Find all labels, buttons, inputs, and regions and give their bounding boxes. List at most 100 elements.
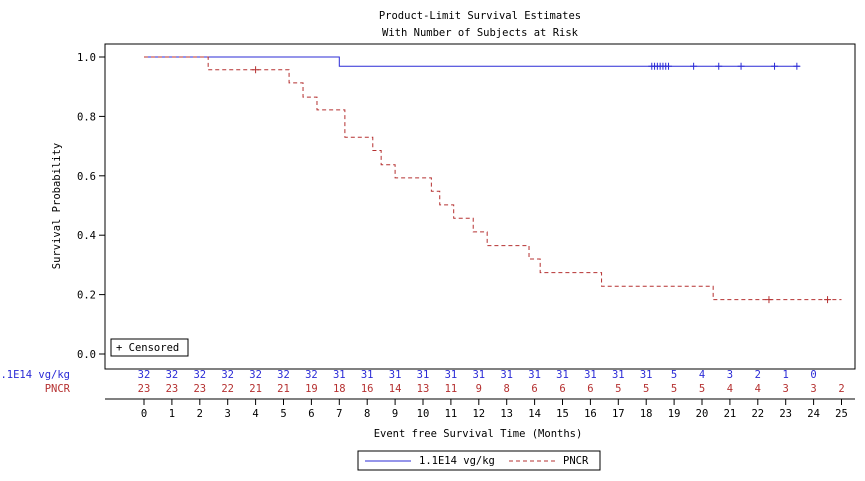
at-risk-count: 8 [504, 383, 510, 395]
series-1-censor-mark [771, 62, 779, 70]
x-tick-label: 5 [280, 408, 286, 420]
x-tick-label: 22 [751, 408, 764, 420]
series-2-censor-mark [252, 66, 260, 74]
at-risk-count: 5 [671, 369, 677, 381]
at-risk-table: 1.1E14 vg/kg 32 32 32 32 32 32 32 31 31 31 31 31 31 31… [0, 369, 845, 395]
x-tick-label: 20 [696, 408, 709, 420]
at-risk-count: 32 [166, 369, 179, 381]
y-axis: 0.0 0.2 0.4 0.6 0.8 1.0 [77, 52, 105, 361]
at-risk-count: 5 [643, 383, 649, 395]
at-risk-count: 4 [727, 383, 733, 395]
at-risk-count: 23 [166, 383, 179, 395]
series-2-censor-mark [765, 296, 773, 304]
at-risk-count: 5 [615, 383, 621, 395]
at-risk-count: 0 [810, 369, 816, 381]
at-risk-count: 5 [671, 383, 677, 395]
at-risk-count: 14 [389, 383, 402, 395]
at-risk-count: 31 [333, 369, 346, 381]
at-risk-count: 5 [699, 383, 705, 395]
at-risk-count: 6 [531, 383, 537, 395]
at-risk-count: 19 [305, 383, 318, 395]
x-tick-label: 3 [225, 408, 231, 420]
y-tick-label: 1.0 [77, 52, 96, 64]
x-tick-label: 4 [252, 408, 258, 420]
at-risk-count: 31 [640, 369, 653, 381]
legend-label-series-1: 1.1E14 vg/kg [419, 455, 495, 467]
series-1-curve [144, 56, 800, 67]
series-layer [144, 56, 842, 304]
at-risk-count: 31 [528, 369, 541, 381]
series-2-curve [144, 56, 842, 301]
series-1-censor-mark [690, 62, 698, 70]
at-risk-count: 18 [333, 383, 346, 395]
at-risk-count: 3 [783, 383, 789, 395]
at-risk-count: 21 [249, 383, 262, 395]
plot-frame [104, 43, 856, 370]
x-tick-label: 7 [336, 408, 342, 420]
x-tick-label: 17 [612, 408, 625, 420]
at-risk-count: 1 [783, 369, 789, 381]
censored-legend-box: + Censored [110, 338, 189, 357]
x-tick-label: 13 [500, 408, 513, 420]
at-risk-row-label: 1.1E14 vg/kg [0, 369, 70, 381]
x-tick-label: 9 [392, 408, 398, 420]
at-risk-count: 31 [389, 369, 402, 381]
at-risk-count: 22 [221, 383, 234, 395]
y-tick-label: 0.8 [77, 111, 96, 123]
at-risk-count: 3 [810, 383, 816, 395]
at-risk-count: 3 [727, 369, 733, 381]
at-risk-count: 2 [838, 383, 844, 395]
y-tick-label: 0.0 [77, 349, 96, 361]
x-tick-label: 8 [364, 408, 370, 420]
x-tick-label: 24 [807, 408, 820, 420]
legend-label-series-2: PNCR [563, 455, 589, 467]
at-risk-count: 6 [587, 383, 593, 395]
at-risk-count: 32 [138, 369, 151, 381]
y-tick-label: 0.6 [77, 171, 96, 183]
censored-legend-label: + Censored [116, 342, 179, 354]
at-risk-count: 31 [612, 369, 625, 381]
at-risk-count: 32 [221, 369, 234, 381]
at-risk-count: 4 [755, 383, 761, 395]
series-1-censor-mark [715, 62, 723, 70]
at-risk-count: 21 [277, 383, 290, 395]
at-risk-count: 31 [417, 369, 430, 381]
x-tick-label: 0 [141, 408, 147, 420]
at-risk-count: 31 [556, 369, 569, 381]
at-risk-count: 4 [699, 369, 705, 381]
series-1-censor-mark [665, 62, 673, 70]
series-1-censor-mark [793, 62, 801, 70]
x-tick-label: 2 [197, 408, 203, 420]
at-risk-count: 11 [445, 383, 458, 395]
x-tick-label: 21 [724, 408, 737, 420]
y-tick-label: 0.4 [77, 230, 96, 242]
x-tick-label: 11 [445, 408, 458, 420]
y-tick-label: 0.2 [77, 290, 96, 302]
x-tick-label: 15 [556, 408, 569, 420]
x-tick-label: 19 [668, 408, 681, 420]
x-tick-label: 1 [169, 408, 175, 420]
at-risk-count: 31 [445, 369, 458, 381]
x-tick-label: 23 [779, 408, 792, 420]
at-risk-count: 23 [193, 383, 206, 395]
x-tick-label: 10 [417, 408, 430, 420]
x-axis: 0 1 2 3 4 5 6 7 8 9 10 11 12 13 14 15 16 17 18 19 20 21 22 23 24… [105, 398, 855, 420]
x-axis-label: Event free Survival Time (Months) [374, 428, 583, 440]
at-risk-count: 31 [584, 369, 597, 381]
x-tick-label: 16 [584, 408, 597, 420]
chart-title: Product-Limit Survival Estimates [379, 10, 581, 22]
series-1-censor-mark [737, 62, 745, 70]
at-risk-count: 31 [500, 369, 513, 381]
at-risk-count: 2 [755, 369, 761, 381]
series-2-censor-mark [824, 296, 832, 304]
legend-box [357, 450, 601, 471]
chart-subtitle: With Number of Subjects at Risk [382, 27, 579, 39]
at-risk-count: 9 [476, 383, 482, 395]
x-tick-label: 18 [640, 408, 653, 420]
x-tick-label: 6 [308, 408, 314, 420]
at-risk-count: 31 [472, 369, 485, 381]
at-risk-count: 32 [193, 369, 206, 381]
at-risk-count: 13 [417, 383, 430, 395]
x-tick-label: 25 [835, 408, 848, 420]
